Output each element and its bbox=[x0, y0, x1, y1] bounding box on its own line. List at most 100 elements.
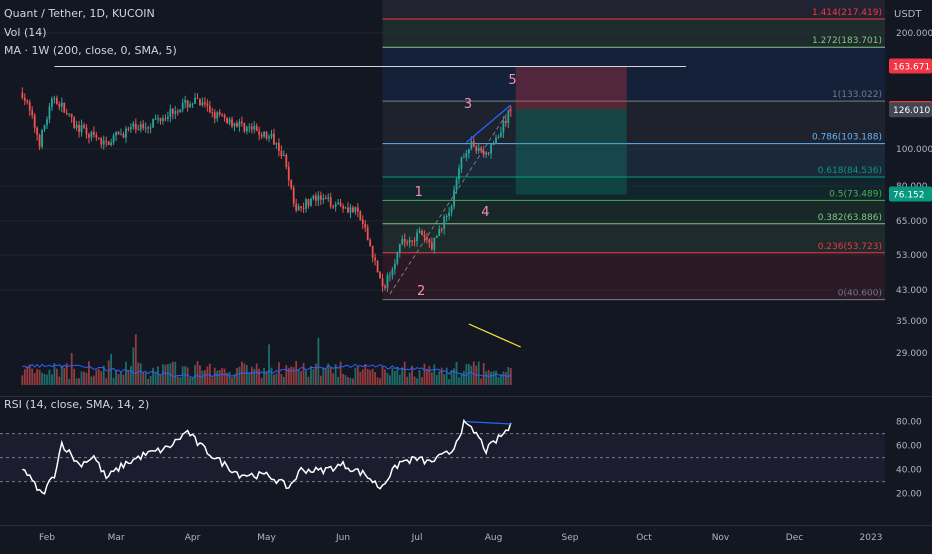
volume-bars-group bbox=[21, 334, 512, 385]
candle-body bbox=[46, 119, 48, 126]
volume-bar bbox=[381, 365, 384, 385]
candle-body bbox=[236, 123, 238, 127]
candle-body bbox=[228, 119, 231, 124]
candle-body bbox=[115, 132, 117, 136]
candle-body bbox=[31, 110, 34, 116]
volume-bar bbox=[134, 334, 137, 385]
rsi-legend[interactable]: RSI (14, close, SMA, 14, 2) bbox=[4, 398, 150, 411]
fib-level-label: 0.236(53.723) bbox=[818, 242, 882, 252]
rsi-axis-tick: 60.00 bbox=[896, 442, 922, 452]
volume-bar bbox=[73, 368, 76, 385]
volume-bar bbox=[144, 372, 147, 385]
volume-bar bbox=[448, 378, 451, 385]
candle-body bbox=[258, 131, 261, 135]
time-axis-divider bbox=[0, 525, 932, 526]
volume-bar bbox=[280, 374, 283, 385]
volume-bar bbox=[470, 365, 473, 385]
volume-bar bbox=[132, 347, 135, 385]
volume-bar bbox=[329, 366, 332, 385]
volume-bar bbox=[139, 363, 142, 385]
candle-body bbox=[287, 167, 290, 181]
fib-level-label: 1(133.022) bbox=[832, 90, 882, 100]
volume-bar bbox=[53, 363, 56, 385]
candle-body bbox=[221, 114, 224, 116]
volume-bar bbox=[228, 371, 231, 385]
volume-bar bbox=[31, 368, 34, 385]
volume-bar bbox=[389, 375, 391, 385]
volume-bar bbox=[401, 367, 404, 385]
candle-body bbox=[438, 228, 441, 236]
time-axis-label: Sep bbox=[562, 533, 579, 543]
volume-bar bbox=[55, 368, 58, 385]
candle-body bbox=[371, 245, 374, 258]
price-badge bbox=[889, 186, 932, 202]
price-badge bbox=[889, 58, 932, 74]
candle-body bbox=[391, 269, 394, 276]
volume-bar bbox=[359, 371, 362, 385]
volume-bar bbox=[231, 377, 233, 385]
candle-body bbox=[270, 133, 273, 137]
volume-bar bbox=[199, 365, 201, 385]
candles-group bbox=[21, 87, 512, 293]
candle-body bbox=[384, 286, 386, 288]
fib-level-label: 0.786(103.188) bbox=[812, 133, 882, 143]
volume-bar bbox=[218, 370, 221, 385]
volume-bar bbox=[194, 365, 196, 385]
volume-bar bbox=[300, 371, 303, 385]
volume-bar bbox=[255, 363, 258, 385]
candle-body bbox=[416, 232, 418, 242]
candle-body bbox=[164, 118, 167, 120]
volume-bar bbox=[211, 378, 214, 385]
volume-legend[interactable]: Vol (14) bbox=[4, 26, 47, 39]
volume-bar bbox=[41, 372, 43, 385]
candle-body bbox=[285, 154, 288, 168]
candle-body bbox=[273, 133, 275, 145]
volume-bar bbox=[21, 375, 24, 385]
candle-body bbox=[157, 117, 159, 119]
volume-bar bbox=[361, 369, 364, 385]
volume-bar bbox=[354, 367, 357, 385]
volume-bar bbox=[408, 372, 411, 385]
volume-bar bbox=[386, 372, 389, 385]
volume-bar bbox=[68, 378, 71, 385]
rsi-axis-tick: 80.00 bbox=[896, 418, 922, 428]
volume-bar bbox=[268, 344, 270, 385]
candle-body bbox=[88, 134, 90, 138]
volume-bar bbox=[115, 369, 117, 385]
candle-body bbox=[406, 242, 409, 244]
volume-bar bbox=[445, 367, 448, 385]
volume-bar bbox=[440, 367, 443, 385]
volume-bar bbox=[497, 377, 500, 385]
candle-body bbox=[332, 206, 335, 208]
volume-bar bbox=[393, 371, 396, 385]
volume-bar bbox=[312, 369, 315, 385]
price-axis-tick: 65.000 bbox=[896, 217, 928, 227]
candle-body bbox=[112, 135, 115, 143]
symbol-legend[interactable]: Quant / Tether, 1D, KUCOIN bbox=[4, 7, 155, 20]
candle-body bbox=[389, 275, 391, 277]
volume-bar bbox=[324, 369, 327, 385]
candle-body bbox=[361, 219, 364, 224]
candle-body bbox=[322, 198, 325, 200]
candle-body bbox=[149, 127, 152, 129]
volume-bar bbox=[443, 374, 446, 385]
volume-bar bbox=[458, 377, 460, 385]
price-axis-tick: 53.000 bbox=[896, 251, 928, 261]
candle-body bbox=[403, 238, 406, 243]
volume-bar bbox=[285, 365, 288, 385]
rsi-axis-tick: 40.00 bbox=[896, 466, 922, 476]
ma-legend[interactable]: MA · 1W (200, close, 0, SMA, 5) bbox=[4, 44, 177, 57]
fib-zone-fill bbox=[382, 223, 885, 253]
fib-level-label: 0(40.600) bbox=[838, 289, 882, 299]
candle-body bbox=[132, 123, 135, 127]
candle-body bbox=[95, 134, 98, 138]
volume-bar bbox=[117, 374, 120, 385]
time-axis-label: Nov bbox=[712, 533, 730, 543]
candle-body bbox=[238, 121, 241, 127]
candle-body bbox=[38, 134, 41, 147]
volume-bar bbox=[265, 371, 268, 385]
volume-bar bbox=[105, 378, 108, 385]
candle-body bbox=[134, 123, 137, 130]
